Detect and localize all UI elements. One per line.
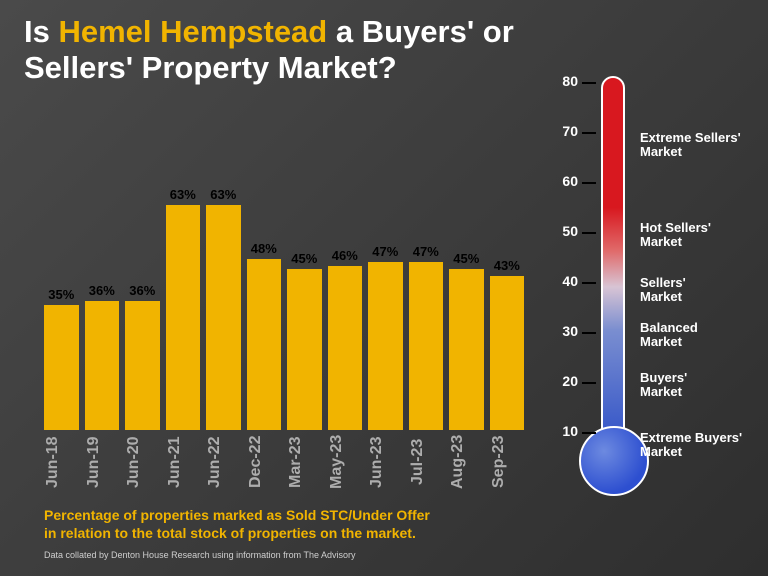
caption-line-2: in relation to the total stock of proper… (44, 525, 416, 541)
thermometer-zone-label: Sellers'Market (640, 276, 686, 305)
bar: 46% (328, 266, 363, 430)
thermometer-zone-label: Buyers'Market (640, 371, 687, 400)
x-axis-label: Sep-23 (490, 434, 525, 490)
bar-wrap: 46% (328, 266, 363, 430)
x-axis-label: Jun-23 (368, 434, 403, 490)
bar-wrap: 47% (368, 262, 403, 430)
bar: 36% (125, 301, 160, 430)
thermometer-tick-label: 50 (552, 223, 578, 239)
bar-value-label: 43% (490, 258, 525, 273)
credit-line: Data collated by Denton House Research u… (44, 550, 356, 560)
page-title: Is Hemel Hempstead a Buyers' or Sellers'… (24, 14, 578, 85)
bar: 36% (85, 301, 120, 430)
bar-wrap: 36% (125, 301, 160, 430)
thermometer-tube (601, 76, 625, 440)
thermometer-zone-label: BalancedMarket (640, 321, 698, 350)
x-axis-label: Mar-23 (287, 434, 322, 490)
bar-wrap: 43% (490, 276, 525, 430)
bar-value-label: 45% (449, 251, 484, 266)
thermometer-tick: 80 (582, 82, 596, 84)
bar-value-label: 63% (206, 187, 241, 202)
x-axis-label: Jun-21 (166, 434, 201, 490)
thermometer-tick: 50 (582, 232, 596, 234)
x-axis-label: May-23 (328, 434, 363, 490)
title-highlight: Hemel Hempstead (58, 14, 327, 49)
thermometer-tick: 30 (582, 332, 596, 334)
thermometer-zone-label: Extreme Buyers'Market (640, 431, 742, 460)
x-axis-labels: Jun-18Jun-19Jun-20Jun-21Jun-22Dec-22Mar-… (44, 434, 524, 490)
thermometer-tick-label: 30 (552, 323, 578, 339)
x-axis-label: Jun-19 (85, 434, 120, 490)
thermometer-tick: 70 (582, 132, 596, 134)
bar-chart: 35%36%36%63%63%48%45%46%47%47%45%43% (44, 180, 524, 430)
bar-wrap: 63% (206, 205, 241, 430)
bar-value-label: 45% (287, 251, 322, 266)
bar-wrap: 45% (449, 269, 484, 430)
bar-value-label: 36% (125, 283, 160, 298)
bar: 43% (490, 276, 525, 430)
thermometer-zone-labels: Extreme Sellers'Market Hot Sellers'Market… (640, 112, 750, 442)
x-axis-label: Aug-23 (449, 434, 484, 490)
bar-value-label: 47% (409, 244, 444, 259)
bar-wrap: 63% (166, 205, 201, 430)
x-axis-label: Jul-23 (409, 434, 444, 490)
bar-value-label: 48% (247, 241, 282, 256)
bar: 45% (287, 269, 322, 430)
thermometer-ticks: 80 70 60 50 40 30 20 10 (574, 82, 596, 432)
thermometer-tick-label: 40 (552, 273, 578, 289)
bar-value-label: 35% (44, 287, 79, 302)
bar: 63% (166, 205, 201, 430)
thermometer-tick: 60 (582, 182, 596, 184)
bar: 63% (206, 205, 241, 430)
bar-group: 35%36%36%63%63%48%45%46%47%47%45%43% (44, 180, 524, 430)
bar-wrap: 48% (247, 259, 282, 430)
thermometer-tick-label: 80 (552, 73, 578, 89)
thermometer-tick-label: 20 (552, 373, 578, 389)
bar: 45% (449, 269, 484, 430)
infographic-root: Is Hemel Hempstead a Buyers' or Sellers'… (0, 0, 768, 576)
thermometer-bulb (579, 426, 649, 496)
bar: 47% (409, 262, 444, 430)
bar-wrap: 45% (287, 269, 322, 430)
thermometer-zone-label: Hot Sellers'Market (640, 221, 711, 250)
bar: 48% (247, 259, 282, 430)
bar: 47% (368, 262, 403, 430)
x-axis-label: Jun-22 (206, 434, 241, 490)
caption-line-1: Percentage of properties marked as Sold … (44, 507, 430, 523)
x-axis-label: Dec-22 (247, 434, 282, 490)
bar-wrap: 47% (409, 262, 444, 430)
bar-value-label: 46% (328, 248, 363, 263)
thermometer-tick: 10 (582, 432, 596, 434)
thermometer-tick: 20 (582, 382, 596, 384)
x-axis-label: Jun-18 (44, 434, 79, 490)
bar: 35% (44, 305, 79, 430)
chart-caption: Percentage of properties marked as Sold … (44, 507, 544, 542)
thermometer-tick-label: 10 (552, 423, 578, 439)
thermometer-tick-label: 70 (552, 123, 578, 139)
thermometer-zone-label: Extreme Sellers'Market (640, 131, 741, 160)
bar-value-label: 63% (166, 187, 201, 202)
bar-wrap: 35% (44, 305, 79, 430)
title-pre: Is (24, 14, 58, 49)
thermometer-tick: 40 (582, 282, 596, 284)
bar-value-label: 47% (368, 244, 403, 259)
x-axis-label: Jun-20 (125, 434, 160, 490)
bar-wrap: 36% (85, 301, 120, 430)
thermometer-tick-label: 60 (552, 173, 578, 189)
thermometer (594, 76, 628, 496)
bar-value-label: 36% (85, 283, 120, 298)
